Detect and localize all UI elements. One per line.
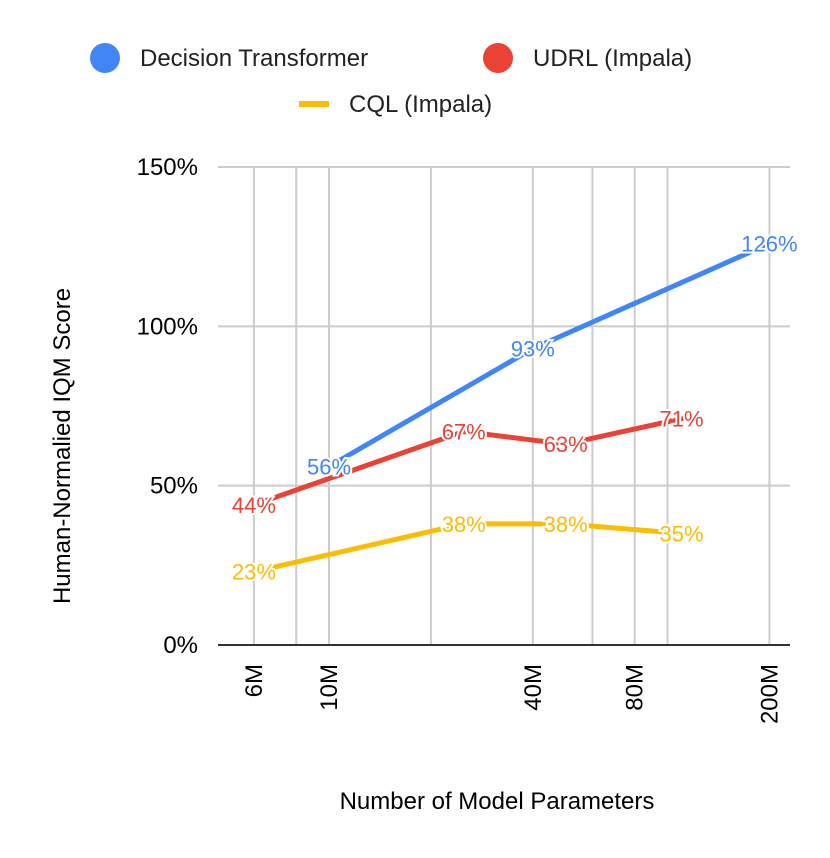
data-label: 38% bbox=[442, 512, 486, 537]
series-lines bbox=[251, 241, 772, 575]
data-label: 67% bbox=[442, 419, 486, 444]
series-line-2 bbox=[251, 521, 685, 575]
legend-marker bbox=[299, 101, 329, 107]
x-axis-ticks: 6M 10M 40M 80M 200M bbox=[241, 664, 784, 724]
data-label: 35% bbox=[660, 521, 704, 546]
legend-label: Decision Transformer bbox=[140, 45, 368, 72]
x-tick-label: 200M bbox=[756, 664, 783, 724]
legend-label: UDRL (Impala) bbox=[533, 45, 692, 72]
legend: Decision Transformer UDRL (Impala) CQL (Im… bbox=[90, 43, 692, 118]
y-tick-label: 0% bbox=[163, 632, 198, 659]
y-tick-label: 50% bbox=[150, 473, 198, 500]
y-tick-label: 150% bbox=[137, 154, 198, 181]
data-label: 23% bbox=[232, 560, 276, 585]
data-label: 71% bbox=[660, 407, 704, 432]
data-label: 93% bbox=[511, 337, 555, 362]
y-axis-ticks: 0% 50% 100% 150% bbox=[137, 154, 198, 659]
series-line-0 bbox=[326, 241, 772, 469]
legend-marker bbox=[90, 43, 120, 73]
x-tick-label: 40M bbox=[520, 664, 547, 711]
y-axis-title: Human-Normalied IQM Score bbox=[49, 288, 76, 604]
x-tick-label: 80M bbox=[622, 664, 649, 711]
y-tick-label: 100% bbox=[137, 313, 198, 340]
series-line-1 bbox=[251, 416, 685, 508]
data-label: 63% bbox=[544, 432, 588, 457]
x-axis-title: Number of Model Parameters bbox=[340, 788, 655, 815]
x-tick-label: 10M bbox=[316, 664, 343, 711]
gridlines bbox=[218, 166, 790, 645]
legend-label: CQL (Impala) bbox=[349, 91, 492, 118]
legend-marker bbox=[483, 43, 513, 73]
data-label: 44% bbox=[232, 493, 276, 518]
data-label: 126% bbox=[741, 231, 797, 256]
x-tick-label: 6M bbox=[241, 664, 268, 697]
data-label: 56% bbox=[307, 455, 351, 480]
data-label: 38% bbox=[544, 512, 588, 537]
data-labels: 56% 93% 126% 44% 67% 63% 71% 23% 38% 38% 35% bbox=[230, 229, 800, 586]
